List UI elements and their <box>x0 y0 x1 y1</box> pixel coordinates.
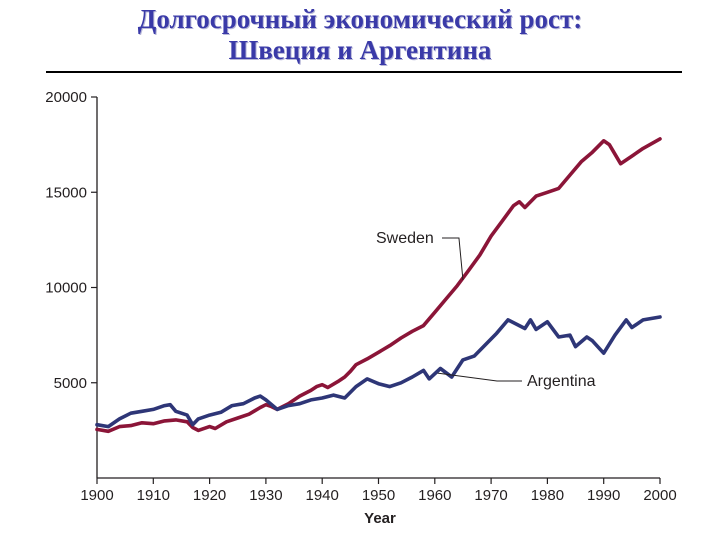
sweden-label-leader <box>442 237 464 281</box>
chart-axes: 1900 1910 1920 1930 1940 1950 1960 1970 1980 1990… <box>45 89 676 504</box>
argentina-label-leader <box>437 372 522 382</box>
x-tick-label: 1950 <box>362 487 395 504</box>
x-tick-label: 1960 <box>418 487 451 504</box>
x-tick-label: 1920 <box>193 487 226 504</box>
y-tick-label: 20000 <box>45 89 87 106</box>
chart-series <box>95 137 662 434</box>
slide-title-line1: Долгосрочный экономический рост: <box>137 4 583 34</box>
series-line-argentina <box>95 315 662 429</box>
x-tick-label: 1910 <box>137 487 170 504</box>
series-line-sweden <box>95 137 662 434</box>
series-label-argentina: Argentina <box>527 373 596 390</box>
x-tick-label: 2000 <box>643 487 676 504</box>
title-divider <box>46 71 682 73</box>
x-axis-title: Year <box>364 510 396 527</box>
x-tick-label: 1970 <box>474 487 507 504</box>
x-tick-label: 1990 <box>587 487 620 504</box>
chart-series-labels: Sweden Argentina <box>376 230 596 390</box>
x-tick-label: 1940 <box>306 487 339 504</box>
x-tick-label: 1900 <box>80 487 113 504</box>
slide-title-line2: Швеция и Аргентина <box>228 35 492 65</box>
y-tick-label: 5000 <box>54 375 87 392</box>
x-tick-label: 1930 <box>249 487 282 504</box>
y-tick-label: 15000 <box>45 184 87 201</box>
series-label-sweden: Sweden <box>376 230 434 247</box>
slide-title: Долгосрочный экономический рост: Швеция … <box>0 4 720 66</box>
x-tick-label: 1980 <box>531 487 564 504</box>
y-tick-label: 10000 <box>45 280 87 297</box>
